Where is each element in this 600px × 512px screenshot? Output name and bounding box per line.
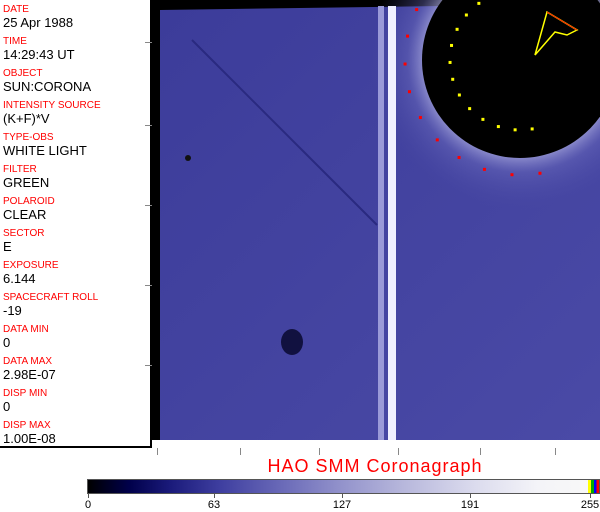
field-value: CLEAR	[3, 207, 47, 222]
colorbar-tick	[470, 493, 471, 498]
field-filter: FILTER GREEN	[3, 164, 49, 190]
field-date: DATE 25 Apr 1988	[3, 4, 73, 30]
colorbar-label: 127	[332, 499, 352, 511]
colorbar-tick	[88, 493, 89, 498]
pylon-streak	[388, 6, 396, 440]
plot-title: HAO SMM Coronagraph	[267, 456, 483, 476]
axis-tick	[319, 448, 320, 455]
axis-tick	[555, 448, 556, 455]
dust-spot	[281, 329, 303, 355]
field-data-min: DATA MIN 0	[3, 324, 49, 350]
axis-tick	[145, 42, 152, 43]
grid-dot	[457, 93, 461, 97]
pylon-streak-left	[378, 6, 384, 440]
field-label: DISP MIN	[3, 388, 48, 399]
field-object: OBJECT SUN:CORONA	[3, 68, 91, 94]
axis-tick	[480, 448, 481, 455]
colorbar	[87, 479, 600, 494]
grid-dot	[468, 107, 472, 111]
colorbar-label: 255	[580, 499, 600, 511]
field-label: DATA MAX	[3, 356, 53, 367]
grid-dot	[450, 43, 454, 47]
field-label: DATA MIN	[3, 324, 49, 335]
field-value: WHITE LIGHT	[3, 143, 87, 158]
field-intensity-source: INTENSITY SOURCE (K+F)*V	[3, 100, 101, 126]
grid-dot	[415, 8, 419, 12]
field-label: DATE	[3, 4, 29, 15]
field-label: TIME	[3, 36, 27, 47]
grid-dot	[435, 138, 439, 142]
grid-dot	[464, 13, 468, 17]
field-value: E	[3, 239, 12, 254]
metadata-panel: DATE 25 Apr 1988 TIME 14:29:43 UT OBJECT SUN:…	[0, 0, 152, 448]
field-label: POLAROID	[3, 196, 55, 207]
axis-tick	[145, 125, 152, 126]
grid-dot	[510, 173, 514, 177]
grid-dot	[406, 34, 410, 38]
axis-tick	[398, 448, 399, 455]
grid-dot	[477, 1, 481, 5]
field-exposure: EXPOSURE 6.144	[3, 260, 59, 286]
field-polaroid: POLAROID CLEAR	[3, 196, 55, 222]
field-time: TIME 14:29:43 UT	[3, 36, 75, 62]
axis-tick	[145, 365, 152, 366]
grid-dot	[455, 27, 459, 31]
field-label: SECTOR	[3, 228, 45, 239]
field-value: 1.00E-08	[3, 431, 56, 446]
field-label: FILTER	[3, 164, 37, 175]
colorbar-label: 63	[207, 499, 221, 511]
grid-dot	[481, 117, 485, 121]
grid-dot	[496, 125, 500, 129]
colorbar-label: 191	[460, 499, 480, 511]
grid-dot	[530, 127, 534, 131]
field-type-obs: TYPE-OBS WHITE LIGHT	[3, 132, 87, 158]
colorbar-tick	[342, 493, 343, 498]
grid-dot	[457, 156, 461, 160]
field-sector: SECTOR E	[3, 228, 45, 254]
grid-dot	[418, 116, 422, 119]
field-label: EXPOSURE	[3, 260, 59, 271]
field-label: TYPE-OBS	[3, 132, 54, 143]
coronagraph-image	[152, 0, 600, 440]
field-spacecraft-roll: SPACECRAFT ROLL -19	[3, 292, 98, 318]
field-value: 2.98E-07	[3, 367, 56, 382]
field-value: 0	[3, 335, 11, 350]
field-label: INTENSITY SOURCE	[3, 100, 101, 111]
field-value: 6.144	[3, 271, 36, 286]
grid-dot	[403, 62, 407, 66]
field-value: (K+F)*V	[3, 111, 50, 126]
axis-tick	[145, 205, 152, 206]
field-label: DISP MAX	[3, 420, 51, 431]
grid-dot	[482, 167, 486, 171]
field-label: OBJECT	[3, 68, 43, 79]
grid-dot	[513, 128, 517, 132]
diagonal-streak	[191, 39, 378, 226]
colorbar-tick	[590, 493, 591, 498]
field-value: 14:29:43 UT	[3, 47, 75, 62]
field-value: 25 Apr 1988	[3, 15, 74, 30]
occulter-disk	[422, 0, 600, 158]
grid-markers	[403, 1, 542, 177]
field-disp-max: DISP MAX 1.00E-08	[3, 420, 56, 446]
field-label: SPACECRAFT ROLL	[3, 292, 99, 303]
field-value: 0	[3, 399, 11, 414]
grid-dot	[407, 90, 411, 94]
field-value: SUN:CORONA	[3, 79, 92, 94]
field-value: -19	[3, 303, 22, 318]
grid-dot	[451, 77, 455, 81]
colorbar-label: 0	[84, 499, 92, 511]
field-data-max: DATA MAX 2.98E-07	[3, 356, 56, 382]
field-disp-min: DISP MIN 0	[3, 388, 47, 414]
grid-dot	[448, 60, 452, 64]
axis-tick	[145, 285, 152, 286]
grid-dot	[538, 171, 542, 175]
colorbar-tick	[214, 493, 215, 498]
field-value: GREEN	[3, 175, 50, 190]
axis-tick	[240, 448, 241, 455]
axis-tick	[157, 448, 158, 455]
